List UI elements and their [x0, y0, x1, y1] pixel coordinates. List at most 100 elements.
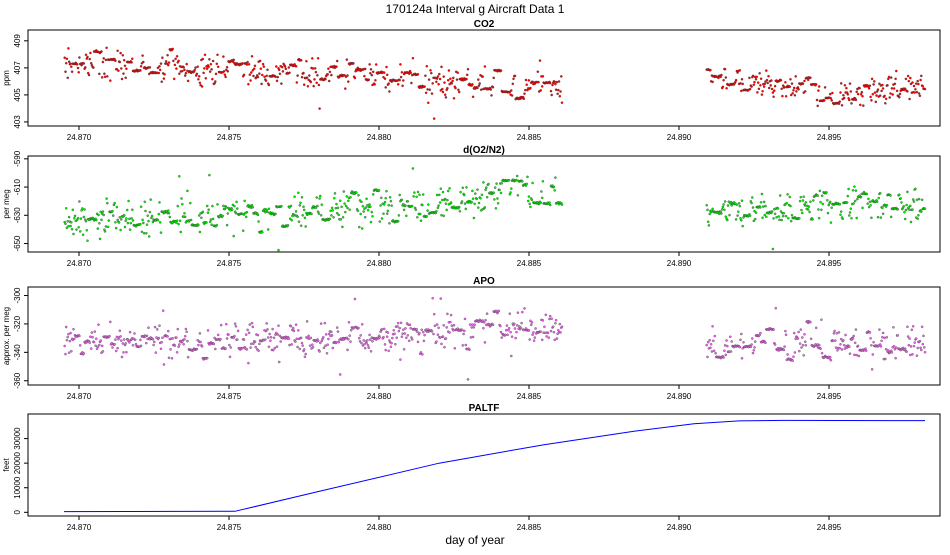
data-point [559, 331, 562, 334]
data-point [789, 204, 792, 208]
data-point [449, 77, 452, 80]
data-point [477, 84, 481, 87]
data-point [373, 83, 376, 86]
data-point [884, 347, 888, 351]
data-point [529, 323, 533, 327]
x-tick-label: 24.870 [67, 392, 92, 401]
data-point [157, 71, 161, 75]
data-point [707, 224, 711, 227]
data-point [400, 71, 404, 74]
data-point [914, 82, 918, 85]
data-point [184, 327, 188, 331]
data-point [384, 348, 387, 352]
data-point [560, 325, 564, 328]
data-point [531, 333, 534, 336]
data-point [252, 74, 255, 78]
data-point [157, 336, 161, 340]
data-point [506, 333, 509, 337]
data-point [377, 189, 381, 192]
data-point [796, 337, 800, 340]
data-point [809, 320, 812, 324]
data-point [208, 173, 211, 177]
data-point [757, 87, 761, 91]
data-point [887, 75, 891, 79]
data-point [111, 346, 114, 349]
data-point [328, 70, 332, 74]
data-point [205, 204, 209, 208]
data-point [422, 339, 426, 343]
data-point [79, 217, 83, 220]
data-point [764, 80, 767, 83]
data-point [258, 342, 261, 346]
data-point [554, 88, 558, 91]
data-point [355, 191, 358, 194]
data-point [76, 66, 80, 70]
data-point [905, 203, 908, 207]
data-point [267, 83, 271, 87]
data-point [86, 55, 89, 59]
data-point [319, 341, 322, 345]
data-point [767, 86, 771, 90]
data-point [232, 234, 235, 238]
data-point [842, 343, 846, 347]
data-point [290, 343, 293, 346]
data-point [706, 208, 709, 212]
data-point [803, 333, 806, 336]
data-point [854, 328, 858, 331]
data-point [783, 345, 786, 348]
data-point [450, 324, 454, 327]
data-point [292, 329, 296, 333]
data-point [855, 353, 858, 357]
data-point [318, 107, 321, 110]
data-point [156, 328, 159, 331]
data-point [534, 327, 537, 330]
data-point [920, 74, 923, 78]
x-tick-label: 24.875 [217, 259, 242, 268]
x-tick-label: 24.890 [667, 259, 692, 268]
data-point [466, 67, 470, 71]
data-point [913, 341, 916, 344]
x-tick-label: 24.885 [517, 392, 542, 401]
data-point [211, 77, 214, 81]
data-point [826, 211, 830, 215]
data-point [275, 345, 279, 348]
data-point [441, 335, 445, 338]
data-point [258, 59, 262, 63]
data-point [461, 344, 465, 347]
data-point [919, 78, 922, 82]
data-point [748, 87, 752, 91]
data-point [163, 73, 166, 76]
data-point [399, 75, 403, 79]
data-point [305, 59, 308, 63]
data-point [244, 333, 248, 336]
data-point [908, 208, 911, 212]
data-point [849, 90, 853, 93]
data-point [186, 339, 189, 343]
data-point [857, 354, 861, 358]
data-point [371, 340, 374, 343]
data-point [414, 208, 418, 211]
data-point [906, 190, 909, 194]
data-point [782, 212, 786, 215]
data-point [128, 330, 132, 334]
data-point [729, 350, 733, 353]
data-point [197, 223, 200, 227]
data-point [464, 343, 468, 347]
x-tick-label: 24.880 [367, 523, 392, 532]
data-point [346, 348, 349, 352]
data-point [408, 323, 412, 327]
data-point [893, 82, 897, 86]
data-point [551, 325, 555, 328]
data-point [91, 335, 94, 339]
data-point [348, 208, 351, 211]
data-point [399, 358, 402, 361]
data-point [869, 337, 872, 340]
data-point [861, 94, 864, 98]
data-point [893, 347, 897, 351]
data-point [342, 190, 346, 193]
data-point [183, 212, 186, 215]
data-point [78, 56, 81, 59]
data-point [388, 196, 392, 199]
data-point [900, 201, 903, 204]
